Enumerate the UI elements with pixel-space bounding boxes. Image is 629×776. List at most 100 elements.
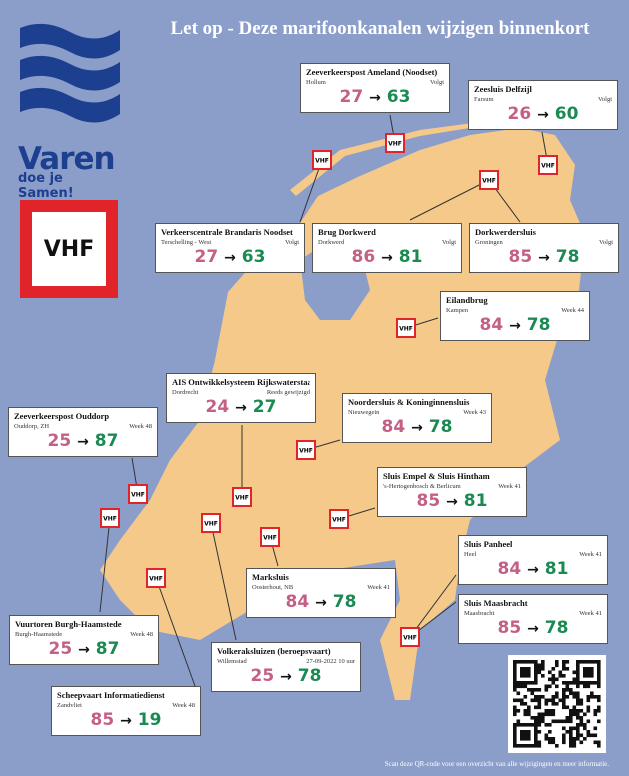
vhf-marker[interactable]: VHF xyxy=(400,627,420,647)
station-card: Verkeerscentrale Brandaris Noodset Tersc… xyxy=(155,223,305,273)
station-name: Sluis Maasbracht xyxy=(464,598,528,608)
station-name: Zeesluis Delfzijl xyxy=(474,84,532,94)
pointer-arrow xyxy=(409,574,457,638)
logo-tagline: doe je Samen! xyxy=(18,171,74,201)
station-place: Dorkwerd xyxy=(318,239,345,246)
station-name: Vuurtoren Burgh-Haamstede xyxy=(15,619,122,629)
old-channel: 86 xyxy=(351,247,376,267)
channel-change: 84 → 78 xyxy=(252,592,390,612)
station-name: Noordersluis & Koninginnensluis xyxy=(348,397,470,407)
pointer-arrow xyxy=(155,577,196,687)
station-card: Zeesluis Delfzijl Farsum Volgt 26 → 60 xyxy=(468,80,618,130)
station-name: Volkeraksluizen (beroepsvaart) xyxy=(217,646,331,656)
old-channel: 84 xyxy=(381,417,406,437)
vhf-marker-label: VHF xyxy=(388,141,402,148)
vhf-marker[interactable]: VHF xyxy=(146,568,166,588)
arrow-right-icon: → xyxy=(120,713,132,729)
channel-change: 25 → 87 xyxy=(15,639,153,659)
channel-change: 25 → 87 xyxy=(14,431,152,451)
new-channel: 60 xyxy=(554,104,579,124)
vhf-marker[interactable]: VHF xyxy=(396,318,416,338)
channel-change: 85 → 78 xyxy=(475,247,613,267)
vhf-marker[interactable]: VHF xyxy=(312,150,332,170)
station-name: AIS Ontwikkelsysteem Rijkswaterstaat xyxy=(172,377,310,387)
station-place: Hollum xyxy=(306,79,326,86)
vhf-marker[interactable]: VHF xyxy=(201,513,221,533)
channel-change: 85 → 81 xyxy=(383,491,521,511)
station-name: Eilandbrug xyxy=(446,295,488,305)
old-channel: 85 xyxy=(508,247,533,267)
arrow-right-icon: → xyxy=(224,250,236,266)
station-timing: Week 41 xyxy=(579,551,602,558)
station-timing: Week 44 xyxy=(561,307,584,314)
channel-change: 27 → 63 xyxy=(306,87,444,107)
station-card: AIS Ontwikkelsysteem Rijkswaterstaat Dor… xyxy=(166,373,316,423)
new-channel: 78 xyxy=(555,247,580,267)
vhf-marker-label: VHF xyxy=(149,576,163,583)
vhf-marker[interactable]: VHF xyxy=(232,487,252,507)
station-timing: Week 48 xyxy=(129,423,152,430)
station-name: Verkeerscentrale Brandaris Noodset xyxy=(161,227,293,237)
station-place: Zandvliet xyxy=(57,702,82,709)
vhf-marker-label: VHF xyxy=(263,535,277,542)
channel-change: 24 → 27 xyxy=(172,397,310,417)
vhf-marker[interactable]: VHF xyxy=(296,440,316,460)
vhf-marker[interactable]: VHF xyxy=(260,527,280,547)
station-place: Maasbracht xyxy=(464,610,495,617)
station-card: Sluis Panheel Heel Week 41 84 → 81 xyxy=(458,535,608,585)
station-name: Zeeverkeerspost Ameland (Noodset) xyxy=(306,67,438,77)
new-channel: 63 xyxy=(386,87,411,107)
qr-code[interactable] xyxy=(508,655,606,753)
station-timing: Volgt xyxy=(442,239,456,246)
vhf-marker[interactable]: VHF xyxy=(329,509,349,529)
vhf-marker-label: VHF xyxy=(315,158,329,165)
station-card: Scheepvaart Informatiedienst Zandvliet We… xyxy=(51,686,201,736)
station-timing: Week 41 xyxy=(367,584,390,591)
vhf-marker[interactable]: VHF xyxy=(538,155,558,175)
station-timing: Week 48 xyxy=(130,631,153,638)
arrow-right-icon: → xyxy=(280,669,292,685)
arrow-right-icon: → xyxy=(537,107,549,123)
old-channel: 25 xyxy=(48,639,73,659)
station-timing: Week 48 xyxy=(172,702,195,709)
qr-caption: Scan deze QR-code voor een overzicht van… xyxy=(384,760,609,768)
station-name: Sluis Empel & Sluis Hintham xyxy=(383,471,490,481)
channel-change: 85 → 19 xyxy=(57,710,195,730)
pointer-arrow xyxy=(99,517,111,613)
arrow-right-icon: → xyxy=(77,434,89,450)
new-channel: 27 xyxy=(252,397,277,417)
old-channel: 84 xyxy=(285,592,310,612)
arrow-right-icon: → xyxy=(381,250,393,266)
station-card: Noordersluis & Koninginnensluis Nieuwege… xyxy=(342,393,492,443)
station-name: Dorkwerdersluis xyxy=(475,227,536,237)
old-channel: 84 xyxy=(497,559,522,579)
vhf-marker[interactable]: VHF xyxy=(479,170,499,190)
station-name: Brug Dorkwerd xyxy=(318,227,376,237)
new-channel: 81 xyxy=(398,247,423,267)
new-channel: 81 xyxy=(463,491,488,511)
old-channel: 25 xyxy=(47,431,72,451)
old-channel: 85 xyxy=(416,491,441,511)
station-timing: Week 41 xyxy=(498,483,521,490)
channel-change: 84 → 78 xyxy=(446,315,584,335)
old-channel: 27 xyxy=(339,87,364,107)
pointer-arrow xyxy=(299,159,323,223)
station-place: Burgh-Haamstede xyxy=(15,631,63,638)
vhf-sign-label: VHF xyxy=(32,212,106,286)
old-channel: 24 xyxy=(205,397,230,417)
vhf-marker[interactable]: VHF xyxy=(128,484,148,504)
vhf-marker[interactable]: VHF xyxy=(100,508,120,528)
station-name: Zeeverkeerspost Ouddorp xyxy=(14,411,110,421)
old-channel: 85 xyxy=(497,618,522,638)
new-channel: 78 xyxy=(544,618,569,638)
old-channel: 27 xyxy=(194,247,219,267)
station-place: Terschelling - West xyxy=(161,239,212,246)
vhf-marker[interactable]: VHF xyxy=(385,133,405,153)
vhf-marker-label: VHF xyxy=(204,521,218,528)
vhf-marker-label: VHF xyxy=(399,326,413,333)
channel-change: 84 → 78 xyxy=(348,417,486,437)
old-channel: 84 xyxy=(479,315,504,335)
station-name: Marksluis xyxy=(252,572,289,582)
station-place: Oosterhout, NB xyxy=(252,584,294,591)
new-channel: 78 xyxy=(332,592,357,612)
